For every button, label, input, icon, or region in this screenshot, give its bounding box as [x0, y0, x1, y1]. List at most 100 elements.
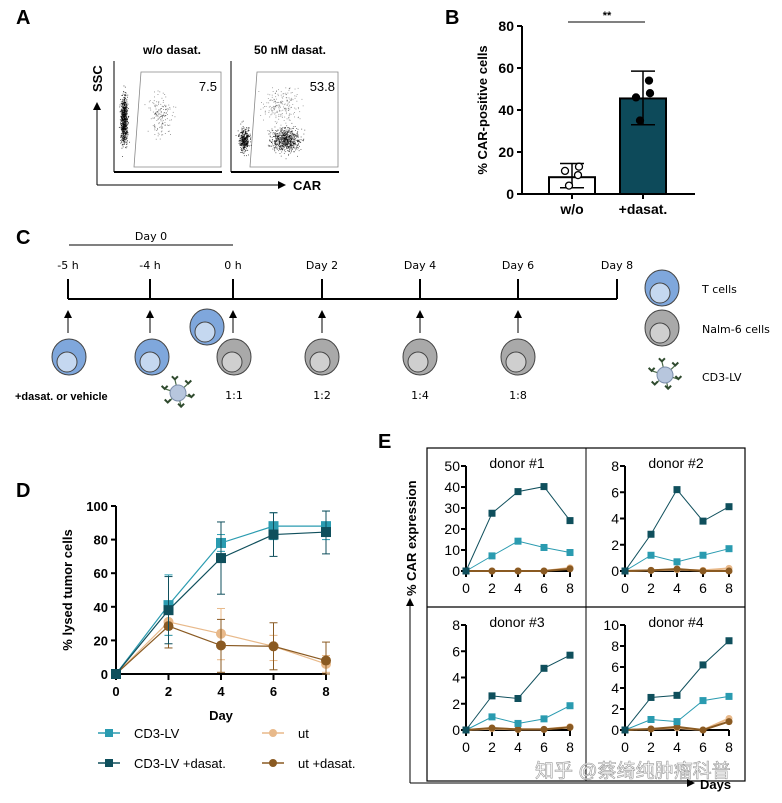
- flow-event-dot: [242, 120, 244, 122]
- flow-event-dot: [119, 106, 121, 108]
- flow-event-dot: [124, 113, 126, 115]
- flow-event-dot: [123, 116, 125, 118]
- flow-event-dot: [274, 132, 276, 134]
- flow-event-dot: [288, 141, 290, 143]
- flow-event-dot: [278, 138, 280, 140]
- flow-event-dot: [281, 140, 282, 141]
- flow-event-dot: [125, 141, 127, 143]
- flow-event-dot: [122, 138, 124, 140]
- flow-event-dot: [244, 137, 246, 139]
- flow-event-dot: [125, 110, 127, 112]
- flow-event-dot: [125, 120, 127, 121]
- flow-event-dot: [163, 114, 165, 116]
- flow-event-dot: [122, 142, 124, 144]
- legend-label: T cells: [701, 283, 737, 296]
- flow-event-dot: [121, 98, 123, 100]
- flow-event-dot: [246, 132, 248, 134]
- flow-event-dot: [271, 111, 273, 113]
- flow-event-dot: [121, 119, 123, 121]
- effector-target-ratio: 1:4: [411, 389, 429, 402]
- flow-event-dot: [127, 94, 129, 96]
- flow-event-dot: [281, 137, 283, 139]
- flow-event-dot: [299, 139, 301, 141]
- flow-event-dot: [299, 118, 301, 120]
- flow-event-dot: [280, 155, 282, 157]
- flow-event-dot: [279, 106, 281, 108]
- flow-event-dot: [293, 113, 294, 115]
- flow-event-dot: [243, 148, 245, 150]
- flow-event-dot: [241, 145, 243, 147]
- flow-event-dot: [291, 147, 292, 149]
- flow-event-dot: [264, 111, 266, 113]
- flow-event-dot: [124, 103, 125, 105]
- flow-event-dot: [244, 147, 245, 149]
- flow-event-dot: [163, 115, 165, 116]
- flow-event-dot: [291, 131, 292, 132]
- flow-event-dot: [244, 129, 246, 131]
- flow-event-dot: [239, 137, 241, 139]
- flow-event-dot: [243, 144, 245, 146]
- flow-event-dot: [291, 99, 292, 101]
- flow-event-dot: [281, 100, 283, 102]
- flow-event-dot: [123, 127, 125, 129]
- flow-event-dot: [276, 144, 278, 146]
- flow-event-dot: [298, 140, 300, 142]
- flow-event-dot: [292, 144, 294, 146]
- flow-event-dot: [285, 132, 287, 134]
- flow-event-dot: [283, 138, 285, 140]
- flow-event-dot: [289, 87, 291, 89]
- flow-event-dot: [120, 123, 121, 125]
- flow-event-dot: [125, 138, 127, 139]
- flow-event-dot: [284, 127, 286, 129]
- flow-event-dot: [291, 133, 293, 135]
- flow-event-dot: [284, 140, 286, 142]
- flow-event-dot: [243, 139, 244, 141]
- flow-event-dot: [238, 135, 240, 137]
- flow-event-dot: [287, 145, 289, 147]
- flow-event-dot: [240, 137, 242, 139]
- flow-event-dot: [246, 134, 248, 136]
- flow-event-dot: [279, 139, 281, 140]
- flow-event-dot: [293, 141, 295, 142]
- flow-event-dot: [242, 136, 244, 138]
- flow-event-dot: [124, 101, 126, 103]
- x-tick-label: 0: [112, 684, 119, 699]
- flow-event-dot: [273, 99, 275, 100]
- flow-event-dot: [125, 98, 127, 99]
- flow-event-dot: [287, 146, 289, 148]
- flow-event-dot: [285, 135, 287, 136]
- flow-event-dot: [124, 100, 126, 102]
- x-tick-label: 0: [462, 580, 470, 596]
- flow-event-dot: [125, 146, 126, 148]
- flow-event-dot: [278, 135, 280, 137]
- flow-event-dot: [160, 116, 162, 117]
- flow-event-dot: [238, 143, 240, 144]
- flow-event-dot: [283, 144, 285, 146]
- flow-event-dot: [288, 135, 290, 137]
- flow-event-dot: [274, 143, 276, 145]
- flow-event-dot: [126, 103, 127, 105]
- antibody-glyph: [671, 361, 679, 367]
- flow-event-dot: [279, 134, 281, 135]
- flow-event-dot: [247, 127, 249, 129]
- flow-event-dot: [150, 118, 152, 120]
- flow-event-dot: [279, 116, 281, 117]
- flow-event-dot: [241, 149, 243, 151]
- data-point-circle: [540, 725, 548, 733]
- flow-event-dot: [285, 122, 287, 124]
- flow-event-dot: [162, 100, 164, 101]
- flow-event-dot: [242, 135, 243, 137]
- flow-event-dot: [124, 103, 126, 105]
- flow-event-dot: [162, 106, 164, 108]
- antibody-glyph: [164, 398, 172, 404]
- flow-event-dot: [286, 131, 288, 133]
- flow-event-dot: [271, 142, 272, 143]
- flow-event-dot: [278, 147, 280, 149]
- flow-event-dot: [239, 140, 241, 141]
- flow-event-dot: [278, 108, 280, 110]
- flow-event-dot: [284, 135, 286, 136]
- flow-event-dot: [122, 122, 123, 124]
- flow-event-dot: [122, 137, 124, 139]
- timepoint-label: -4 h: [139, 259, 160, 272]
